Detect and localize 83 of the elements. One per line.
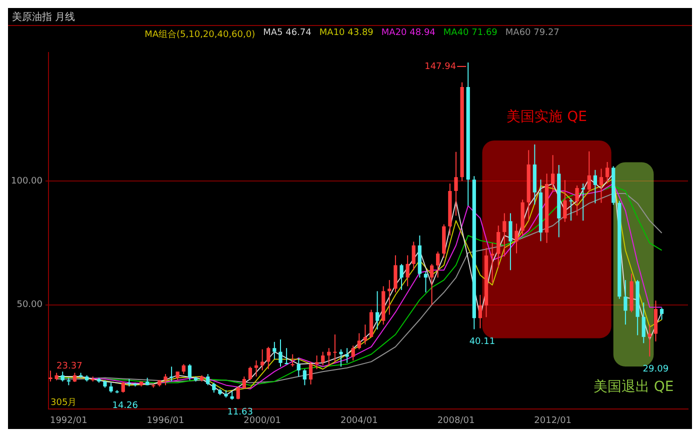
candlestick	[290, 354, 294, 368]
candlestick	[406, 254, 410, 287]
candlestick	[563, 180, 567, 222]
candlestick	[260, 348, 264, 371]
candlestick	[254, 360, 258, 378]
candlestick	[308, 361, 313, 385]
candlestick	[182, 364, 186, 375]
candlestick	[333, 334, 337, 362]
annotation: 23.37	[56, 362, 82, 372]
candlestick	[242, 376, 246, 390]
candlestick	[569, 198, 573, 222]
candlestick	[412, 241, 416, 271]
candlestick	[236, 386, 240, 400]
candlestick	[400, 263, 404, 290]
candlestick	[454, 151, 458, 216]
candlestick	[302, 368, 307, 386]
band-label: 美国实施 QE	[506, 109, 587, 126]
candlestick	[508, 212, 512, 271]
text: MA60 79.27	[505, 28, 560, 40]
candlestick	[624, 280, 628, 326]
candlestick	[605, 162, 610, 184]
annotation: 305月	[50, 398, 77, 408]
candlestick	[514, 223, 518, 254]
candlestick	[424, 270, 428, 293]
x-tick-label: 2004/01	[340, 416, 378, 426]
candlestick	[72, 372, 77, 382]
candlestick	[575, 185, 579, 216]
candlestick	[648, 324, 652, 358]
candlestick	[188, 364, 192, 381]
x-tick-label: 2008/01	[437, 416, 475, 426]
candlestick	[376, 290, 380, 330]
candlestick	[581, 183, 585, 222]
candlestick	[206, 374, 210, 386]
candlestick	[296, 357, 300, 378]
candlestick	[496, 225, 500, 268]
y-tick-label: 50.00	[16, 300, 43, 310]
legend-title: MA组合(5,10,20,40,60,0)	[144, 28, 256, 42]
candlestick	[394, 254, 398, 293]
candlestick	[164, 374, 168, 386]
candlestick	[48, 370, 52, 382]
candlestick	[339, 348, 343, 368]
band-label: 美国退出 QE	[593, 379, 674, 396]
candlestick	[430, 263, 434, 306]
candlestick	[321, 351, 325, 366]
annotation: 11.63	[227, 408, 253, 418]
annotation: 147.94	[424, 62, 456, 72]
candlestick	[357, 332, 361, 350]
candlestick	[478, 294, 482, 329]
annotation: 14.26	[112, 401, 138, 412]
candlestick	[314, 355, 319, 370]
text: MA40 71.69	[443, 28, 498, 40]
candlestick	[660, 307, 664, 320]
candlestick	[212, 382, 216, 394]
x-tick-label: 1992/01	[50, 416, 88, 426]
candlestick	[599, 168, 604, 204]
text: MA5 46.74	[263, 28, 312, 40]
text: MA20 48.94	[381, 28, 436, 40]
candlestick	[502, 212, 506, 258]
candlestick	[363, 324, 368, 345]
x-tick-label: 2012/01	[534, 416, 572, 426]
annotation: 29.09	[642, 364, 669, 374]
candlestick	[60, 371, 64, 382]
candlestick	[593, 169, 598, 204]
candlestick	[272, 341, 276, 360]
candlestick	[642, 302, 646, 344]
y-tick-label: 100.00	[10, 176, 43, 186]
candlestick	[109, 382, 113, 394]
candlestick	[436, 251, 440, 278]
candlestick	[278, 338, 282, 368]
candlestick	[121, 380, 125, 394]
candlestick	[266, 346, 270, 370]
annotation: 40.11	[469, 337, 496, 348]
candlestick	[327, 348, 331, 366]
text: MA10 43.89	[319, 28, 374, 40]
candlestick	[170, 366, 174, 382]
x-tick-label: 1996/01	[146, 416, 184, 426]
candlestick	[351, 345, 355, 361]
candlestick	[388, 280, 392, 316]
x-tick-label: 2000/01	[244, 416, 282, 426]
chart-title: 美原油指 月线	[8, 8, 692, 26]
candlestick	[551, 154, 555, 193]
candlestick	[587, 150, 591, 193]
candlestick	[248, 366, 252, 381]
